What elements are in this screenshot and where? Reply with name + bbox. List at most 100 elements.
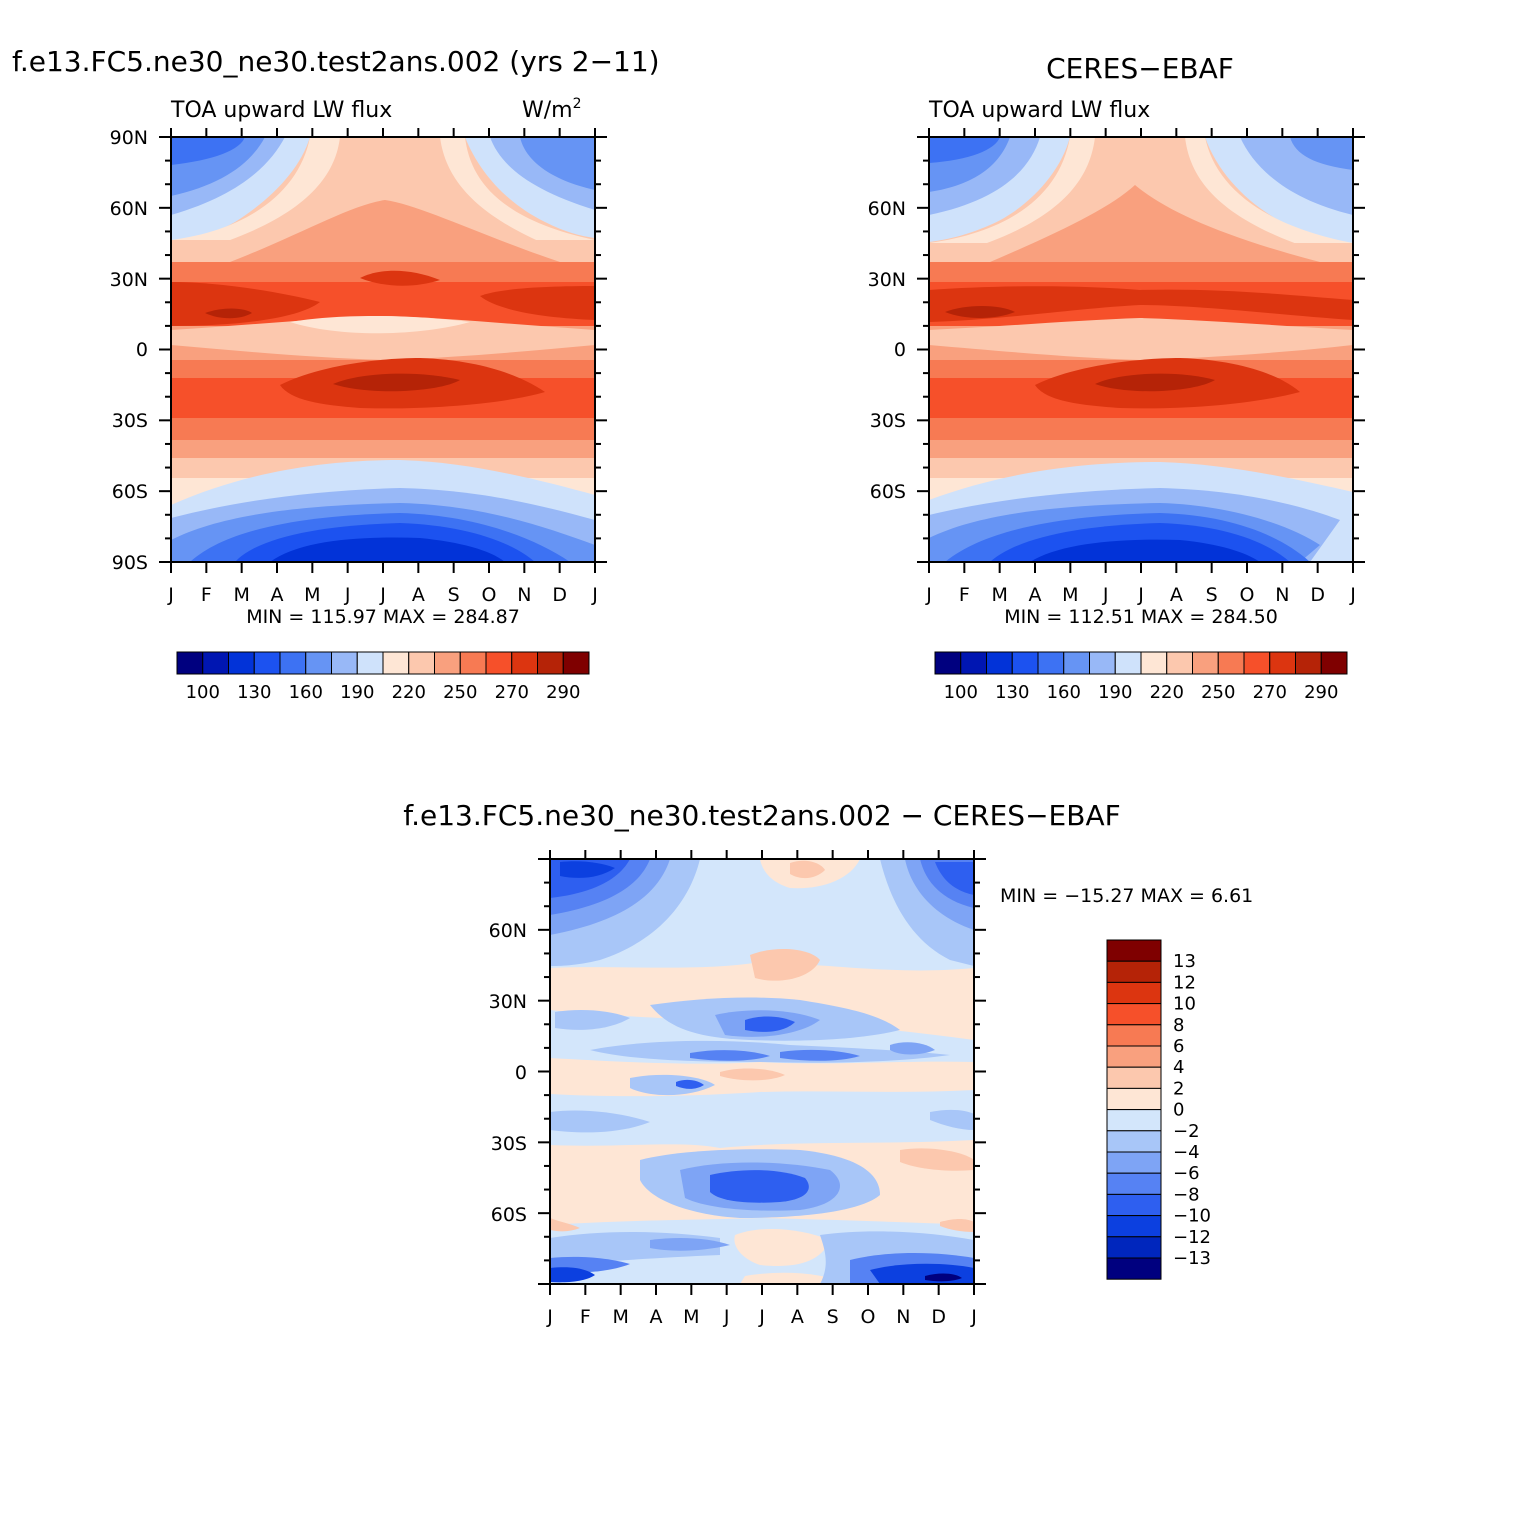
lat-label: 90N	[110, 127, 148, 149]
month-label: J	[1137, 584, 1144, 606]
colorbar-label: 290	[1304, 682, 1338, 703]
colorbar-label: 220	[1150, 682, 1184, 703]
month-label: O	[861, 1306, 876, 1328]
lat-label: 60S	[870, 481, 906, 503]
colorbar-swatch	[459, 651, 487, 675]
colorbar-label: 130	[995, 682, 1029, 703]
lat-label: 30N	[110, 269, 148, 291]
panel-model-ticks	[159, 128, 607, 573]
colorbar-swatch	[1106, 1193, 1162, 1217]
colorbar-swatch	[1089, 651, 1116, 675]
lat-band	[929, 418, 1353, 440]
month-label: N	[896, 1306, 910, 1328]
panel-model-subtitle: TOA upward LW flux	[170, 98, 392, 123]
panel-diff-field	[550, 859, 974, 1284]
colorbar-label: 8	[1173, 1015, 1184, 1036]
contour-shape	[360, 270, 440, 286]
contour-shape	[900, 1148, 974, 1171]
month-label: A	[791, 1306, 804, 1328]
colorbar-label: −8	[1173, 1184, 1200, 1205]
colorbar-swatch	[408, 651, 435, 675]
colorbar-swatch	[382, 651, 410, 675]
lat-label: 30N	[868, 269, 906, 291]
contour-shape	[890, 1042, 935, 1055]
colorbar-swatch	[1106, 1045, 1162, 1068]
colorbar-swatch	[1106, 960, 1162, 983]
contour-shape	[734, 1228, 830, 1266]
colorbar-label: −6	[1173, 1163, 1200, 1184]
colorbar-swatch	[356, 651, 384, 675]
panel-model-units: W/m2	[522, 96, 582, 123]
colorbar-label: 190	[1098, 682, 1132, 703]
colorbar-swatch	[511, 651, 538, 675]
contour-shape	[171, 137, 245, 165]
colorbar-label: 12	[1173, 972, 1196, 993]
colorbar-label: 220	[392, 682, 426, 703]
colorbar-label: −2	[1173, 1121, 1200, 1142]
month-label: J	[970, 1306, 977, 1328]
contour-shape	[780, 1049, 860, 1061]
contour-shape	[205, 308, 252, 319]
panel-obs-field	[929, 137, 1353, 562]
contour-shape	[550, 1218, 580, 1232]
colorbar-label: 6	[1173, 1036, 1184, 1057]
colorbar-swatch	[1114, 651, 1142, 675]
month-label: N	[517, 584, 531, 606]
contour-shape	[790, 860, 825, 879]
contour-shape	[560, 861, 615, 878]
panel-obs-subtitle: TOA upward LW flux	[928, 98, 1150, 123]
colorbar-swatch	[253, 651, 281, 675]
colorbar-label: 13	[1173, 951, 1196, 972]
colorbar-label: 2	[1173, 1078, 1184, 1099]
month-label: F	[201, 584, 212, 606]
panel-obs: CERES−EBAF TOA upward LW flux	[868, 52, 1365, 703]
colorbar-label: −13	[1173, 1248, 1211, 1269]
contour-shape	[676, 1079, 704, 1089]
month-label: J	[723, 1306, 730, 1328]
contour-shape	[555, 1010, 630, 1030]
panel-diff-lat-labels: 60N 30N 0 30S 60S	[489, 920, 527, 1226]
contour-shape	[520, 137, 595, 190]
month-label: D	[552, 584, 567, 606]
contour-shape	[750, 948, 820, 981]
colorbar-swatch	[176, 651, 204, 675]
lat-label: 30S	[870, 410, 906, 432]
month-label: A	[1170, 584, 1183, 606]
contour-shape	[720, 1068, 785, 1081]
colorbar-label: −12	[1173, 1227, 1211, 1248]
colorbar-swatch	[1106, 1024, 1162, 1047]
lat-label: 30S	[112, 410, 148, 432]
contour-shape	[290, 315, 470, 334]
month-label: J	[379, 584, 386, 606]
lat-label: 60S	[112, 481, 148, 503]
month-label: J	[546, 1306, 553, 1328]
colorbar-swatch	[1166, 651, 1193, 675]
colorbar-swatch	[1037, 651, 1065, 675]
contour-shape	[930, 1109, 974, 1130]
month-label: S	[1206, 584, 1218, 606]
month-label: N	[1275, 584, 1289, 606]
colorbar-swatch	[1243, 651, 1271, 675]
month-label: M	[683, 1306, 699, 1328]
panel-model-stats: MIN = 115.97 MAX = 284.87	[246, 606, 520, 628]
month-label: J	[344, 584, 351, 606]
contour-shape	[171, 282, 320, 326]
lat-label: 60N	[489, 920, 527, 942]
panel-diff-title: f.e13.FC5.ne30_ne30.test2ans.002 − CERES…	[403, 799, 1120, 832]
contour-shape	[940, 1219, 974, 1232]
panel-diff: f.e13.FC5.ne30_ne30.test2ans.002 − CERES…	[403, 799, 1253, 1328]
panel-obs-ticks	[917, 128, 1365, 573]
colorbar-swatch	[1106, 1236, 1162, 1259]
month-label: A	[1029, 584, 1042, 606]
contour-shape	[270, 537, 505, 562]
colorbar-swatch	[1106, 939, 1162, 962]
colorbar-obs: 100 130 160 190 220 250 270 290	[934, 651, 1348, 703]
colorbar-label: 0	[1173, 1100, 1184, 1121]
colorbar-swatch	[1217, 651, 1245, 675]
contour-shape	[945, 306, 1015, 318]
lat-label: 90S	[112, 552, 148, 574]
contour-shape	[200, 137, 560, 250]
colorbar-label: 130	[237, 682, 271, 703]
